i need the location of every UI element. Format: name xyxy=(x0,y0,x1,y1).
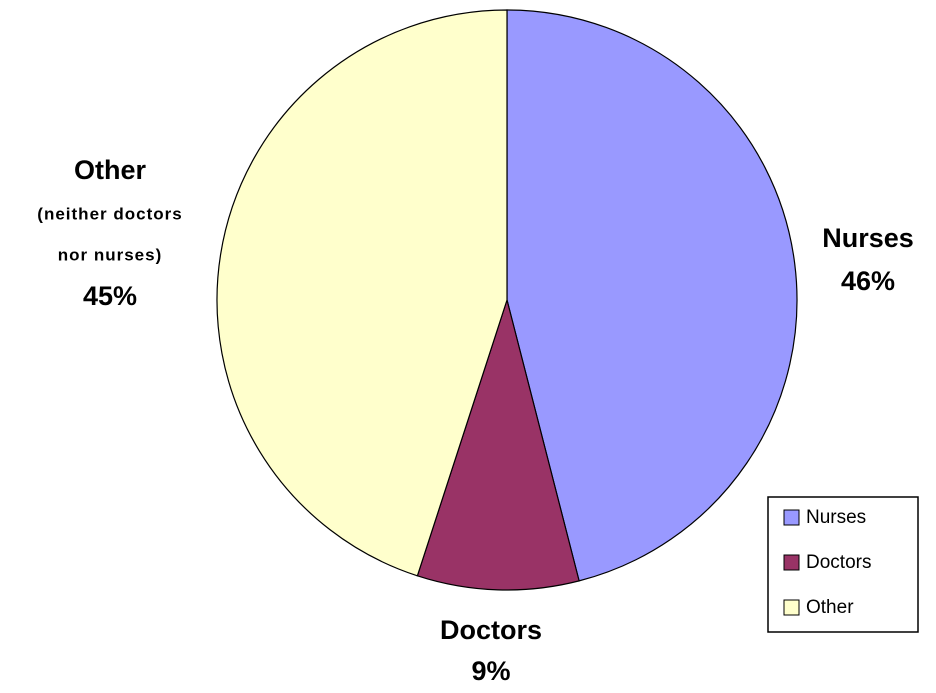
slice-label: Doctors xyxy=(440,615,542,645)
annotation: (neither doctors xyxy=(37,204,182,223)
legend-swatch xyxy=(783,554,800,571)
slice-label: Other xyxy=(74,155,147,185)
annotation: nor nurses) xyxy=(58,245,163,264)
value-label: 9% xyxy=(471,656,510,686)
value-label: 45% xyxy=(83,281,137,311)
pie-slice xyxy=(216,9,508,577)
slice-label: Nurses xyxy=(822,223,914,253)
pie-slice xyxy=(416,297,580,591)
legend-swatch xyxy=(783,599,800,616)
pie-slice xyxy=(506,9,798,582)
value-label: 46% xyxy=(841,266,895,296)
pie xyxy=(216,9,798,591)
legend-label: Other xyxy=(806,597,854,618)
legend-swatch xyxy=(783,509,800,526)
legend-label: Nurses xyxy=(806,507,866,528)
legend-label: Doctors xyxy=(806,552,871,573)
